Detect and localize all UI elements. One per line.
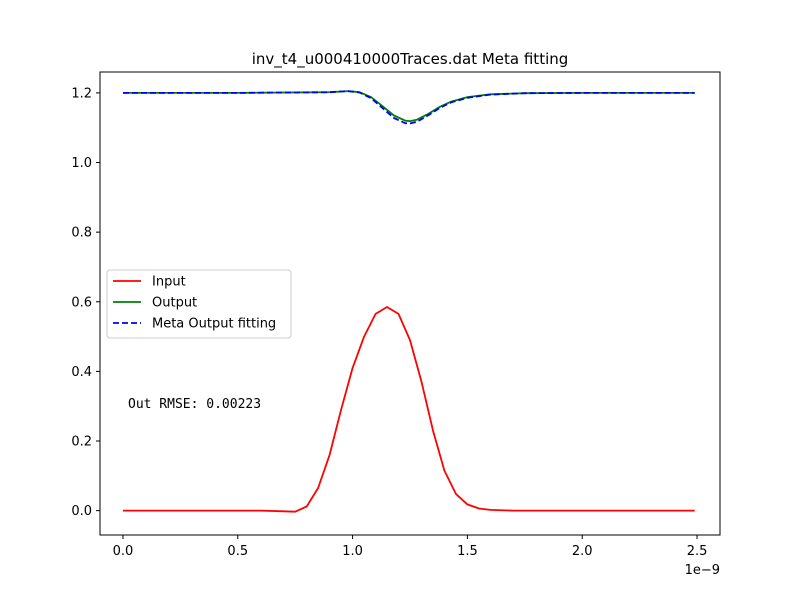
plot-area — [123, 90, 695, 513]
x-tick-label: 0.5 — [227, 544, 248, 559]
x-tick-label: 2.0 — [572, 544, 593, 559]
legend-box — [106, 269, 292, 339]
y-tick-label: 0.6 — [71, 295, 92, 310]
y-tick-label: 0.8 — [71, 226, 92, 241]
legend: Input Output Meta Output fitting — [106, 269, 292, 339]
series-line-1 — [123, 306, 695, 513]
y-tick-label: 0.2 — [71, 435, 92, 450]
chart-title: inv_t4_u000410000Traces.dat Meta fitting — [252, 50, 569, 69]
legend-label-3: Meta Output fitting — [152, 317, 276, 332]
x-tick-label: 2.5 — [687, 544, 708, 559]
rmse-annotation: Out RMSE: 0.00223 — [128, 397, 261, 412]
y-tick-label: 1.0 — [71, 156, 92, 171]
y-tick-label: 0.0 — [71, 504, 92, 519]
series-line-3 — [123, 90, 695, 125]
x-axis-offset-label: 1e−9 — [685, 563, 720, 578]
x-tick-label: 1.0 — [342, 544, 363, 559]
y-tick-label: 1.2 — [71, 86, 92, 101]
legend-label-2: Output — [152, 296, 197, 311]
x-tick-label: 0.0 — [113, 544, 134, 559]
axes-frame — [99, 71, 721, 536]
legend-label-1: Input — [152, 275, 186, 290]
y-tick-label: 0.4 — [71, 365, 92, 380]
x-tick-label: 1.5 — [457, 544, 478, 559]
axes: 0.0 0.5 1.0 1.5 2.0 2.5 0.0 0.2 0.4 0.6 0.8 1.0 1.2 — [71, 71, 721, 559]
